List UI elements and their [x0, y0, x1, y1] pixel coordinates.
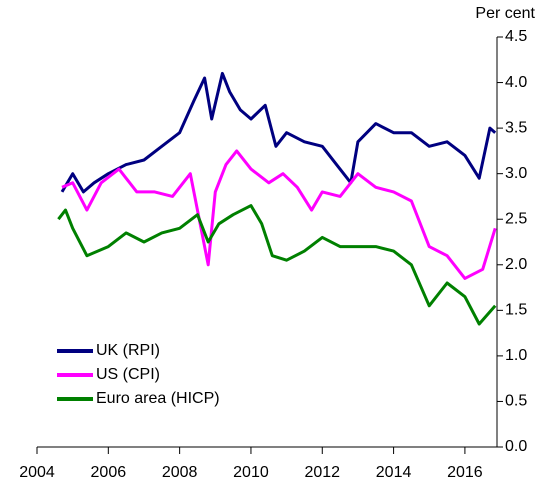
y-tick-label: 1.5 [505, 302, 527, 319]
y-tick-label: 4.5 [505, 28, 527, 45]
x-tick-label: 2006 [91, 464, 127, 481]
legend-label: US (CPI) [96, 366, 160, 383]
x-tick-label: 2014 [376, 464, 412, 481]
y-tick-label: 4.0 [505, 74, 527, 91]
x-tick-label: 2004 [19, 464, 55, 481]
x-tick-label: 2008 [162, 464, 198, 481]
series-line [61, 149, 497, 280]
y-tick-label: 2.0 [505, 256, 527, 273]
y-tick-label: 3.5 [505, 119, 527, 136]
y-tick-label: 0.0 [505, 438, 527, 455]
y-tick-label: 2.5 [505, 210, 527, 227]
series-line [57, 204, 497, 326]
y-tick-label: 1.0 [505, 347, 527, 364]
legend-label: UK (RPI) [96, 342, 160, 359]
y-axis-label: Per cent [475, 5, 535, 22]
x-tick-label: 2012 [304, 464, 340, 481]
y-tick-label: 0.5 [505, 393, 527, 410]
legend-label: Euro area (HICP) [96, 390, 220, 407]
y-tick-label: 3.0 [505, 165, 527, 182]
x-tick-label: 2010 [233, 464, 269, 481]
series-line [60, 71, 497, 194]
x-tick-label: 2016 [447, 464, 483, 481]
